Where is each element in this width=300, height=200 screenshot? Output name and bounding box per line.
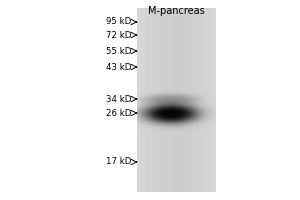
Text: 43 kD: 43 kD — [106, 62, 131, 72]
Bar — [0, 0, 136, 200]
Text: 34 kD: 34 kD — [106, 95, 131, 104]
Text: M-pancreas: M-pancreas — [148, 6, 205, 16]
Text: 17 kD: 17 kD — [106, 158, 131, 166]
Text: 95 kD: 95 kD — [106, 18, 131, 26]
Text: 72 kD: 72 kD — [106, 30, 131, 40]
Text: 26 kD: 26 kD — [106, 108, 131, 117]
Text: 55 kD: 55 kD — [106, 46, 131, 55]
Bar — [216, 0, 300, 200]
